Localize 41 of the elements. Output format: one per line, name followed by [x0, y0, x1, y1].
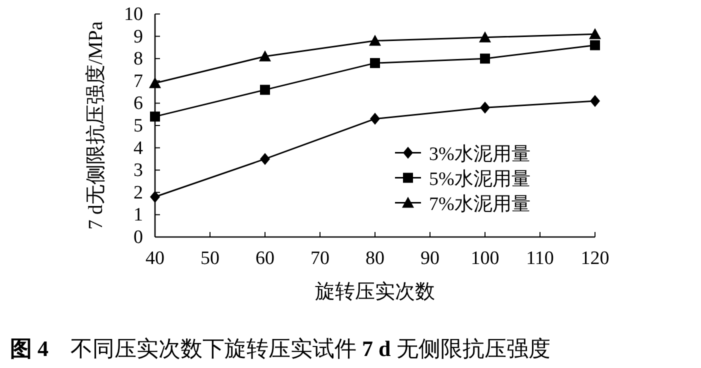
- x-tick-label: 110: [526, 248, 554, 269]
- point: [479, 31, 491, 42]
- y-tick-label: 3: [134, 160, 143, 182]
- y-tick-label: 9: [134, 26, 143, 48]
- x-tick-label: 60: [256, 248, 274, 269]
- y-tick-label: 5: [134, 116, 143, 136]
- x-axis-title: 旋转压实次数: [315, 281, 435, 303]
- y-tick-label: 7: [134, 70, 143, 92]
- x-tick-label: 40: [146, 248, 164, 269]
- point: [370, 58, 380, 68]
- point: [149, 77, 161, 88]
- point: [260, 152, 270, 165]
- x-tick-label: 80: [366, 248, 384, 269]
- point: [369, 34, 381, 46]
- point: [590, 40, 600, 50]
- y-tick-label: 8: [134, 48, 143, 70]
- point: [480, 54, 490, 64]
- x-tick-label: 120: [580, 248, 610, 269]
- y-tick-label: 2: [134, 182, 143, 204]
- y-tick-label: 4: [134, 138, 144, 159]
- point: [480, 102, 490, 114]
- x-tick-label: 100: [470, 248, 500, 269]
- legend-label: 7%水泥用量: [429, 194, 530, 215]
- text: 图 4 不同压实次数下旋转压实试件 7 d 无侧限抗压强度: [10, 336, 550, 361]
- y-tick-label: 10: [124, 4, 143, 25]
- y-tick-label: 6: [134, 93, 143, 114]
- y-tick-label: 0: [134, 227, 143, 248]
- point: [150, 190, 160, 203]
- legend-label: 3%水泥用量: [429, 144, 530, 165]
- y-axis-title: 7 d无侧限抗压强度/MPa: [85, 21, 107, 230]
- point: [590, 94, 600, 107]
- y-tick-label: 1: [134, 204, 143, 226]
- point: [260, 84, 270, 95]
- x-tick-label: 70: [310, 248, 330, 269]
- legend-label: 5%水泥用量: [429, 168, 530, 190]
- point: [589, 28, 601, 40]
- x-tick-label: 90: [420, 248, 440, 269]
- point: [259, 50, 271, 62]
- point: [370, 112, 380, 125]
- point: [150, 112, 160, 122]
- x-tick-label: 50: [200, 248, 220, 269]
